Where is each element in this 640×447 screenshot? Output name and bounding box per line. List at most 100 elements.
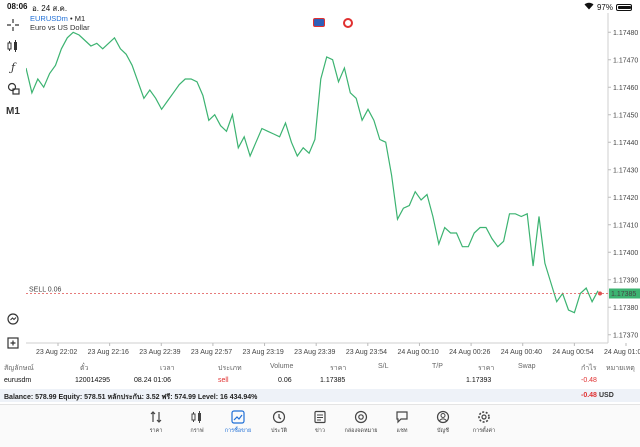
status-bar: 08:06 อ. 24 ส.ค. 97% bbox=[0, 0, 640, 13]
cell-type: sell bbox=[218, 377, 229, 384]
tab-label: แชท bbox=[396, 428, 408, 434]
x-tick-label: 23 Aug 23:39 bbox=[294, 349, 335, 356]
tab-label: การตั้งค่า bbox=[472, 428, 496, 434]
crosshair-icon[interactable] bbox=[5, 17, 21, 33]
y-tick-label: 1.17450 bbox=[613, 112, 638, 119]
eu-flag-icon bbox=[313, 18, 325, 27]
cell-symbol: eurusdm bbox=[4, 377, 32, 384]
news-icon bbox=[313, 410, 327, 424]
sell-order-label: SELL 0.06 bbox=[29, 287, 62, 294]
cell-profit: -0.48 bbox=[581, 377, 597, 384]
x-tick-label: 23 Aug 23:19 bbox=[243, 349, 284, 356]
column-header[interactable]: T/P bbox=[432, 363, 443, 370]
total-profit: -0.48 bbox=[581, 392, 597, 399]
timeframe-button[interactable]: M1 bbox=[6, 105, 20, 117]
y-tick-label: 1.17400 bbox=[613, 250, 638, 257]
symbol-description: Euro vs US Dollar bbox=[30, 23, 90, 32]
x-tick-label: 23 Aug 22:02 bbox=[36, 349, 77, 356]
tab-label: ข่าว bbox=[315, 428, 325, 434]
table-row[interactable]: eurusdm 120014295 08.24 01:06 sell 0.06 … bbox=[0, 374, 640, 390]
column-header[interactable]: สัญลักษณ์ bbox=[4, 365, 34, 372]
tab-account[interactable]: บัญชี bbox=[423, 410, 463, 435]
symbol-timeframe: M1 bbox=[74, 14, 86, 23]
table-header: สัญลักษณ์ ตั๋ว เวลา ประเภท Volume ราคา S/L T/P ร… bbox=[0, 360, 640, 374]
column-header[interactable]: ตั๋ว bbox=[80, 365, 89, 372]
quotes-icon bbox=[149, 410, 163, 424]
column-header[interactable]: กำไร bbox=[581, 365, 597, 372]
history-icon bbox=[272, 410, 286, 424]
column-header[interactable]: Volume bbox=[270, 363, 294, 370]
column-header[interactable]: หมายเหตุ bbox=[606, 365, 635, 372]
x-tick-label: 24 Aug 01:0 bbox=[604, 349, 640, 356]
zoom-icon[interactable] bbox=[5, 311, 21, 327]
tab-label: ประวัติ bbox=[270, 428, 288, 434]
x-tick-label: 24 Aug 00:26 bbox=[449, 349, 490, 356]
indicators-icon[interactable] bbox=[5, 38, 21, 54]
x-tick-label: 23 Aug 22:57 bbox=[191, 349, 232, 356]
cell-ticket: 120014295 bbox=[75, 377, 111, 384]
wifi-icon bbox=[584, 2, 594, 12]
column-header[interactable]: ราคา bbox=[330, 365, 347, 372]
tab-label: กล่องจดหมาย bbox=[344, 428, 378, 434]
y-tick-label: 1.17420 bbox=[613, 195, 638, 202]
tab-quotes[interactable]: ราคา bbox=[136, 410, 176, 435]
y-tick-label: 1.17460 bbox=[613, 85, 638, 92]
battery-icon bbox=[616, 3, 632, 11]
y-tick-label: 1.17440 bbox=[613, 140, 638, 147]
y-tick-label: 1.17470 bbox=[613, 57, 638, 64]
symbol-header[interactable]: EURUSDm • M1 Euro vs US Dollar bbox=[30, 14, 90, 32]
chart-toolbar: ƒ M1 bbox=[0, 13, 26, 358]
cell-volume: 0.06 bbox=[278, 377, 292, 384]
current-price-tag bbox=[609, 288, 640, 299]
trade-icon bbox=[231, 410, 245, 424]
x-tick-label: 24 Aug 00:40 bbox=[501, 349, 542, 356]
tab-label: บัญชี bbox=[437, 428, 449, 434]
tab-news[interactable]: ข่าว bbox=[300, 410, 340, 435]
x-tick-label: 24 Aug 00:54 bbox=[552, 349, 593, 356]
tab-label: การซื้อขาย bbox=[224, 428, 252, 434]
price-line bbox=[26, 31, 599, 314]
current-price-dot bbox=[598, 291, 602, 296]
tab-label: ราคา bbox=[149, 428, 163, 434]
column-header[interactable]: ประเภท bbox=[218, 365, 242, 372]
account-icon bbox=[436, 410, 450, 424]
column-header[interactable]: เวลา bbox=[160, 365, 175, 372]
function-icon[interactable]: ƒ bbox=[10, 60, 16, 74]
column-header[interactable]: Swap bbox=[518, 363, 536, 370]
tab-trade[interactable]: การซื้อขาย bbox=[218, 410, 258, 435]
y-tick-label: 1.17380 bbox=[613, 305, 638, 312]
tab-label: กราฟ bbox=[190, 428, 204, 434]
x-tick-label: 24 Aug 00:10 bbox=[397, 349, 438, 356]
y-tick-label: 1.17430 bbox=[613, 167, 638, 174]
currency-flags bbox=[313, 18, 353, 28]
balance-text: Balance: 578.99 Equity: 578.51 หลักประกั… bbox=[4, 394, 258, 401]
x-tick-label: 23 Aug 22:39 bbox=[139, 349, 180, 356]
tab-chat[interactable]: แชท bbox=[382, 410, 422, 435]
symbol-separator: • bbox=[70, 14, 73, 23]
tab-mailbox[interactable]: กล่องจดหมาย bbox=[341, 410, 381, 435]
objects-icon[interactable] bbox=[5, 80, 21, 96]
x-tick-label: 23 Aug 23:54 bbox=[346, 349, 387, 356]
cell-time: 08.24 01:06 bbox=[134, 377, 171, 384]
symbol-name: EURUSDm bbox=[30, 14, 68, 23]
tab-history[interactable]: ประวัติ bbox=[259, 410, 299, 435]
bottom-tab-bar: ราคา กราฟ การซื้อขาย ประวัติ ข่าว กล่องจดหมาย… bbox=[0, 404, 640, 447]
add-window-icon[interactable] bbox=[5, 335, 21, 351]
column-header[interactable]: ราคา bbox=[478, 365, 495, 372]
status-time: 08:06 bbox=[7, 2, 28, 11]
chat-icon bbox=[395, 410, 409, 424]
tab-chart[interactable]: กราฟ bbox=[177, 410, 217, 435]
column-header[interactable]: S/L bbox=[378, 363, 389, 370]
currency-label: USD bbox=[599, 392, 614, 399]
x-tick-label: 23 Aug 22:16 bbox=[88, 349, 129, 356]
price-chart[interactable]: 1.17370 1.17380 1.17390 1.17400 1.17410 1.174… bbox=[26, 13, 640, 358]
tab-settings[interactable]: การตั้งค่า bbox=[464, 410, 504, 435]
current-price-label: 1.17385 bbox=[611, 291, 636, 298]
cell-price: 1.17385 bbox=[320, 377, 346, 384]
settings-icon bbox=[477, 410, 491, 424]
chart-icon bbox=[190, 410, 204, 424]
y-tick-label: 1.17390 bbox=[613, 277, 638, 284]
y-tick-label: 1.17370 bbox=[613, 332, 638, 339]
us-flag-icon bbox=[343, 18, 353, 28]
mailbox-icon bbox=[354, 410, 368, 424]
